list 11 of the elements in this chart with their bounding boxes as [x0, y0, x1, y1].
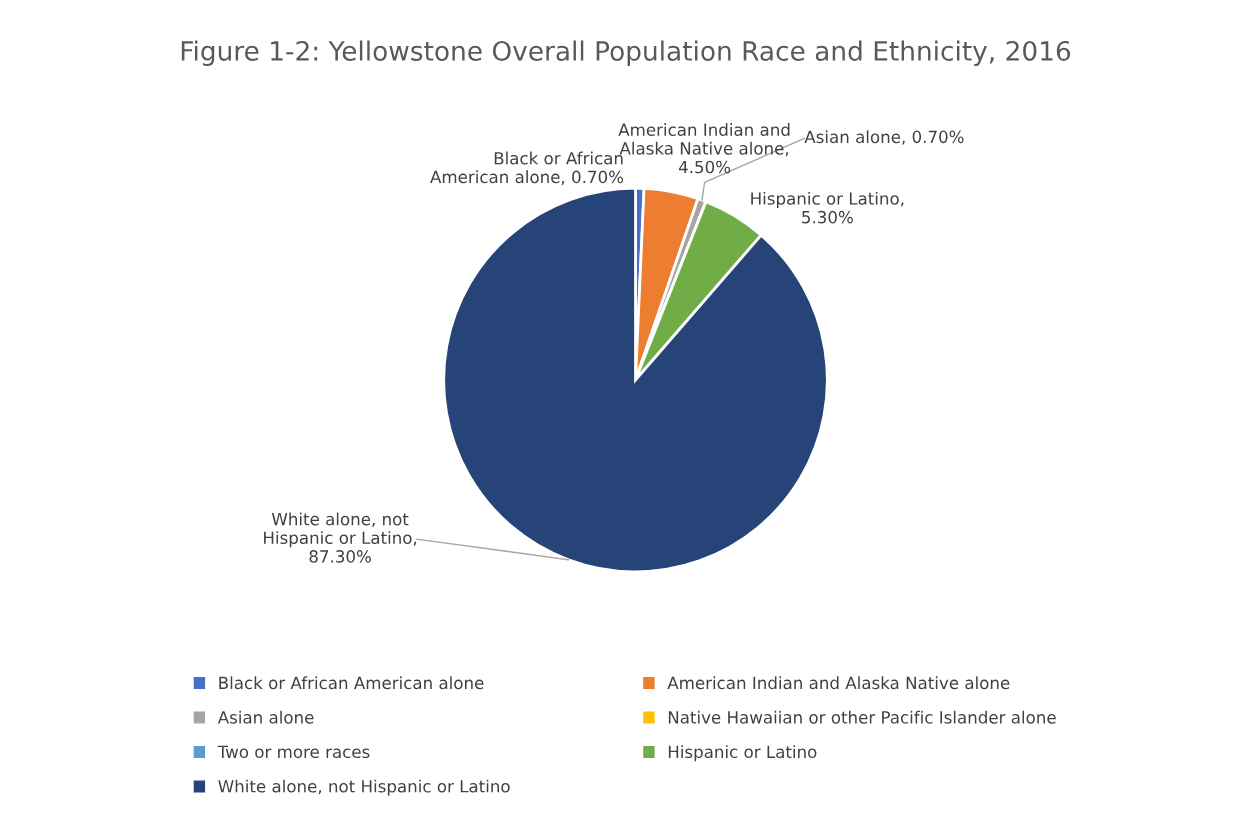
data-label: Asian alone, 0.70% [804, 130, 964, 145]
legend-label: Native Hawaiian or other Pacific Islander alone [668, 710, 1056, 724]
legend-label: Black or African American alone [219, 676, 484, 690]
legend-label: White alone, not Hispanic or Latino [218, 779, 510, 796]
legend-label: American Indian and Alaska Native alone [667, 676, 1010, 690]
legend-label: Two or more races [217, 745, 370, 759]
legend-label: Hispanic or Latino [668, 745, 817, 762]
data-label: Hispanic or Latino, 5.30% [751, 191, 904, 224]
data-label: White alone, not Hispanic or Latino, 87.30% [264, 512, 417, 563]
legend-label: Asian alone [217, 710, 314, 724]
chart-title: Figure 1-2: Yellowstone Overall Population Race and Ethnicity, 2016 [181, 40, 1071, 66]
